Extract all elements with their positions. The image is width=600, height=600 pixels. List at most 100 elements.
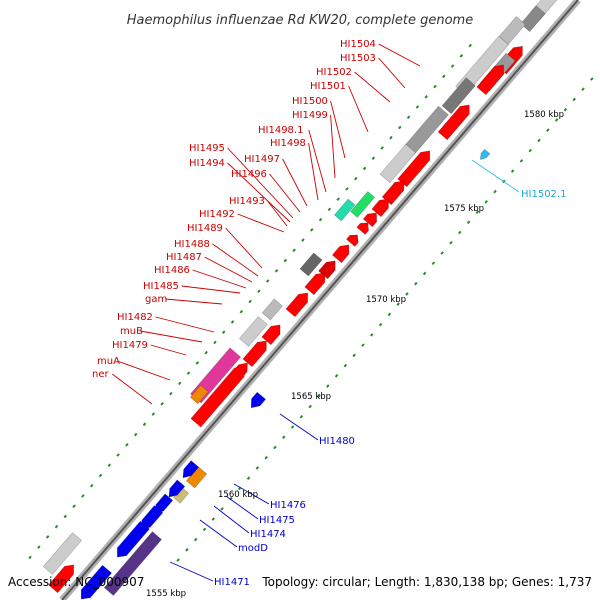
gene-feature [80, 564, 113, 600]
dash-inner [151, 412, 156, 416]
gene-label: HI1479 [112, 340, 148, 351]
dash-inner [142, 422, 147, 427]
gene-feature [346, 234, 359, 247]
dash-inner [89, 483, 94, 488]
dash-inner [354, 176, 358, 181]
dash-outer [405, 292, 409, 296]
dash-outer [484, 200, 488, 204]
label-leader-line [267, 200, 288, 227]
gene-feature [117, 520, 150, 558]
label-leader-line [348, 85, 369, 133]
dash-inner [398, 125, 402, 130]
gene-label: HI1488 [174, 239, 210, 250]
dash-outer [361, 343, 365, 347]
backbone [59, 0, 581, 600]
dash-inner [45, 535, 50, 539]
gene-feature [182, 460, 200, 479]
gene-feature [479, 148, 491, 161]
dash-outer [449, 240, 453, 245]
dash-inner [310, 228, 314, 232]
dash-outer [581, 87, 585, 92]
dash-outer [370, 333, 374, 337]
gene-feature [42, 532, 83, 575]
label-leader-line [282, 158, 308, 207]
scale-dashes [28, 43, 594, 562]
label-leader-line [112, 373, 153, 405]
label-leader-line [237, 213, 285, 233]
gene-label: modD [238, 543, 268, 554]
gene-feature [238, 316, 268, 347]
label-leader-line [204, 256, 253, 283]
label-leader-line [117, 360, 171, 381]
gene-label: HI1504 [340, 39, 376, 50]
topology-text: Topology: circular; Length: 1,830,138 bp… [261, 575, 592, 589]
dash-outer [246, 476, 251, 480]
gene-label: HI1474 [250, 529, 286, 540]
dash-inner [177, 381, 182, 386]
dash-outer [264, 455, 268, 460]
gene-label: HI1498 [270, 138, 306, 149]
dash-inner [266, 279, 270, 283]
scale-label: 1560 kbp [218, 490, 258, 500]
gene-feature [371, 198, 389, 218]
dash-inner [72, 504, 76, 508]
gene-label: HI1503 [340, 53, 376, 64]
dash-inner [195, 361, 200, 365]
dash-inner [116, 453, 120, 457]
feature-track [42, 0, 558, 600]
dash-inner [389, 135, 393, 140]
label-leaders [112, 43, 520, 582]
dash-outer [475, 210, 480, 214]
gene-label: HI1486 [154, 265, 190, 276]
label-leader-line [225, 227, 263, 269]
dash-outer [493, 189, 497, 194]
dash-outer [343, 363, 348, 368]
gene-label: gam [145, 294, 167, 305]
dash-outer [510, 169, 515, 173]
gene-feature [350, 191, 376, 218]
label-leader-line [378, 57, 406, 89]
dash-outer [220, 507, 224, 511]
gene-label: HI1498.1 [258, 125, 303, 136]
dash-inner [248, 299, 252, 304]
dash-inner [239, 309, 244, 314]
dash-outer [387, 312, 392, 317]
dash-inner [107, 463, 112, 468]
dash-outer [519, 159, 524, 163]
gene-feature [168, 479, 186, 498]
dash-outer [211, 517, 216, 521]
gene-labels: HI1504 HI1503 HI1502 HI1501 HI1500 HI1499 HI14… [92, 39, 566, 588]
label-leader-line [227, 162, 291, 223]
label-leader-line [225, 495, 259, 520]
dash-inner [274, 268, 279, 273]
gene-label: HI1475 [259, 515, 295, 526]
gene-feature [48, 564, 74, 594]
gene-label: HI1485 [143, 281, 179, 292]
dash-inner [221, 330, 226, 334]
label-leader-line [279, 413, 319, 441]
gene-feature [397, 150, 431, 188]
gene-label: HI1497 [244, 154, 280, 165]
dash-inner [345, 187, 349, 191]
dash-outer [458, 230, 462, 235]
label-leader-line [181, 285, 241, 294]
dash-outer [290, 425, 295, 429]
dash-outer [317, 394, 321, 399]
gene-feature [242, 340, 267, 368]
label-leader-line [192, 269, 247, 289]
dash-outer [185, 548, 189, 552]
label-leader-line [471, 159, 520, 193]
dash-outer [572, 97, 576, 102]
label-leader-line [150, 344, 187, 356]
dash-inner [125, 442, 129, 447]
gene-label: HI1496 [231, 169, 267, 180]
label-leader-line [330, 100, 346, 159]
gene-feature [261, 324, 281, 346]
dash-outer [299, 414, 304, 419]
gene-label: HI1492 [199, 209, 235, 220]
dash-outer [378, 322, 383, 327]
gene-feature [189, 384, 209, 405]
gene-label: HI1494 [189, 158, 225, 169]
dash-outer [396, 302, 400, 306]
